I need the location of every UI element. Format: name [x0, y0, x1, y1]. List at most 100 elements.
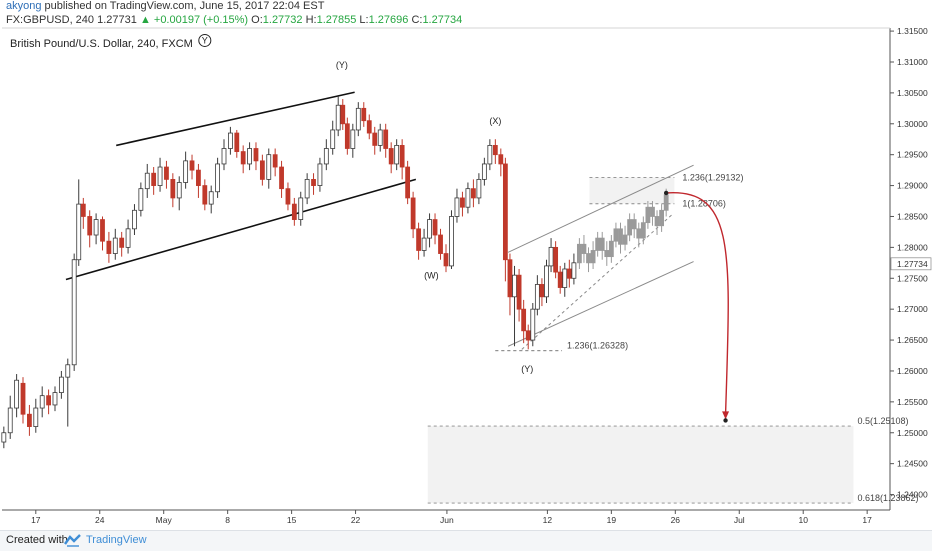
fib-target-zone: [427, 426, 854, 504]
fib-level-label: 1.236(1.29132): [682, 172, 743, 182]
candle-body: [71, 259, 77, 366]
candle-body: [27, 413, 32, 427]
candle-body: [285, 188, 291, 205]
candle-body: [279, 166, 284, 190]
y-tick-label: 1.31000: [897, 57, 928, 67]
candle-body: [317, 163, 323, 186]
y-tick-label: 1.30500: [897, 88, 928, 98]
fib-level-label: 0.618(1.23862): [857, 493, 918, 503]
candle-body: [487, 145, 493, 165]
trend-line: [116, 91, 355, 147]
y-tick-label: 1.26000: [897, 366, 928, 376]
candle-body: [394, 145, 400, 165]
candle-body: [377, 129, 383, 146]
trend-line: [521, 213, 674, 350]
candle-body: [46, 395, 51, 406]
candle-body: [196, 169, 201, 186]
y-tick-label: 1.27500: [897, 273, 928, 283]
candle-body: [654, 216, 660, 227]
y-tick-label: 1.27000: [897, 304, 928, 314]
candle-body: [471, 188, 476, 199]
publish-info: akyong published on TradingView.com, Jun…: [6, 0, 324, 12]
candle-body: [553, 246, 559, 273]
candle-body: [106, 240, 112, 254]
wave-label-circle: [198, 33, 212, 47]
candle-body: [164, 166, 169, 180]
candle-body: [215, 163, 221, 193]
candle-body: [119, 237, 125, 248]
high-label: H:: [305, 14, 317, 26]
candle-body: [502, 163, 508, 261]
y-tick-label: 1.25000: [897, 428, 928, 438]
candle-body: [557, 271, 563, 288]
candle-body: [432, 219, 438, 236]
candle-body: [492, 145, 498, 156]
x-tick-label: 12: [543, 515, 553, 525]
candle-body: [234, 132, 240, 152]
candle-body: [590, 250, 596, 264]
candle-body: [525, 330, 531, 341]
candle-body: [112, 237, 118, 254]
candle-body: [151, 172, 157, 186]
projection-arrow: [666, 192, 729, 415]
candle-body: [298, 197, 304, 220]
candle-body: [335, 104, 341, 131]
candle-body: [534, 284, 540, 310]
candle-body: [663, 194, 669, 211]
candle-body: [399, 145, 405, 168]
y-tick-label: 1.24000: [897, 490, 928, 500]
candle-body: [566, 268, 572, 279]
candle-body: [52, 392, 58, 406]
candle-body: [344, 123, 350, 149]
candle-body: [157, 166, 163, 186]
candle-body: [421, 237, 427, 251]
candle-body: [208, 191, 214, 205]
candle-body: [410, 197, 416, 230]
candle-body: [460, 197, 465, 208]
high-value: 1.27855: [316, 14, 357, 26]
candle-body: [645, 206, 651, 224]
author-link[interactable]: akyong: [6, 0, 42, 12]
symbol-label: FX:GBPUSD, 240: [6, 14, 95, 26]
candle-body: [323, 148, 329, 165]
candle-body: [636, 228, 642, 239]
candle-body: [650, 206, 655, 217]
candle-body: [427, 219, 432, 239]
candle-body: [383, 129, 389, 149]
tradingview-logo-icon[interactable]: [64, 533, 82, 547]
candle-body: [465, 188, 471, 208]
x-tick-label: Jun: [440, 515, 454, 525]
candle-body: [350, 129, 356, 149]
candle-body: [138, 188, 144, 211]
tradingview-brand-link[interactable]: TradingView: [86, 534, 147, 546]
close-label: C:: [411, 14, 423, 26]
candle-body: [14, 379, 20, 409]
candle-body: [613, 228, 619, 242]
x-tick-label: 17: [862, 515, 872, 525]
candle-body: [539, 284, 545, 298]
fib-target-zone: [589, 177, 675, 204]
price-chart[interactable]: 1.236(1.29132) 1(1.28706) 1.236(1.26328) 0.…: [0, 0, 932, 530]
projection-arrowhead: [722, 411, 730, 420]
chart-title: British Pound/U.S. Dollar, 240, FXCM: [10, 38, 193, 50]
candle-body: [586, 253, 591, 264]
y-tick-label: 1.31500: [897, 26, 928, 36]
candle-body: [176, 182, 182, 199]
candle-body: [548, 246, 554, 267]
candle-body: [516, 274, 522, 310]
low-value: 1.27696: [368, 14, 409, 26]
candle-body: [443, 253, 449, 267]
candle-body: [1, 432, 7, 443]
y-tick-label: 1.29500: [897, 150, 928, 160]
y-tick-label: 1.29000: [897, 181, 928, 191]
candle-body: [291, 203, 297, 220]
candle-body: [58, 376, 64, 393]
open-value: 1.27732: [262, 14, 303, 26]
wave-label: (Y): [336, 60, 348, 70]
candle-body: [405, 166, 411, 199]
candle-body: [221, 148, 227, 165]
y-tick-label: 1.26500: [897, 335, 928, 345]
candle-body: [562, 268, 568, 288]
candle-body: [361, 107, 367, 122]
candle-body: [125, 228, 131, 248]
